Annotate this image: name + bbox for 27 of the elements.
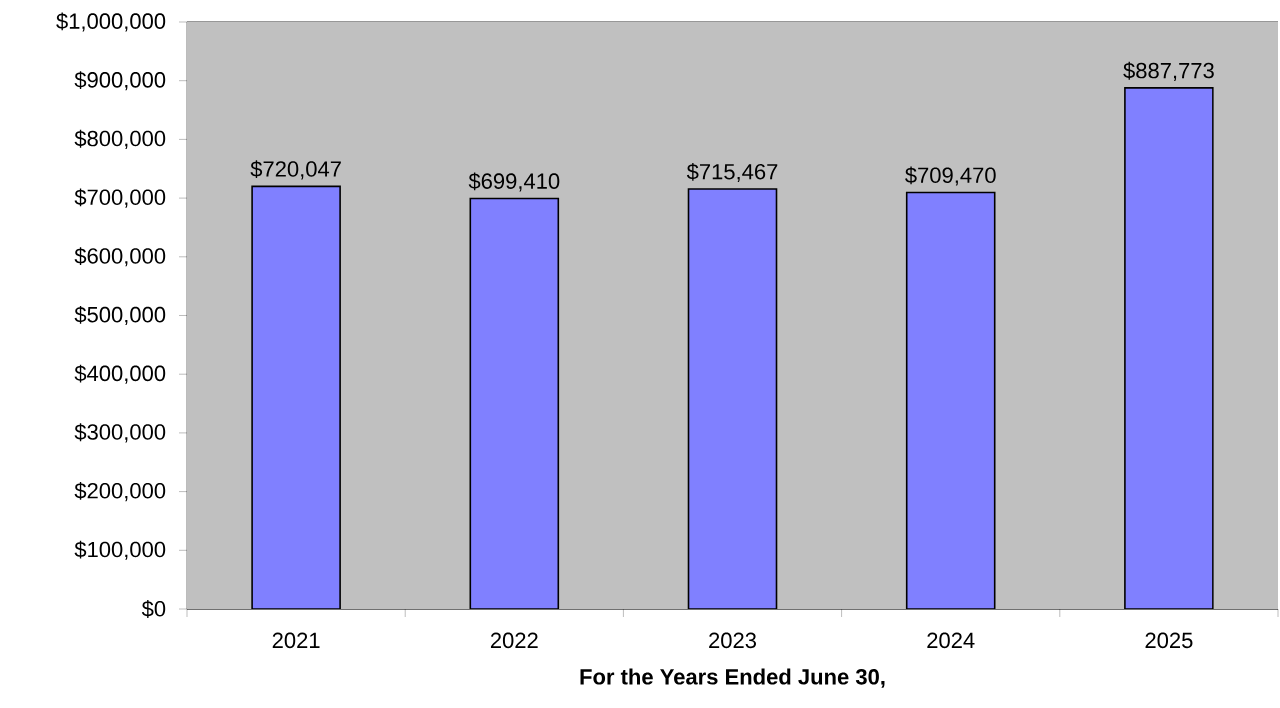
x-tick-label: 2021 — [272, 632, 320, 649]
bar — [687, 188, 778, 609]
x-tick-label: 2023 — [709, 632, 756, 649]
y-tick-label: $0 — [141, 600, 166, 618]
y-tick-label: $100,000 — [74, 540, 166, 560]
bar — [251, 185, 341, 609]
data-label: $715,467 — [686, 162, 778, 183]
x-tick-label: 2022 — [490, 632, 538, 649]
bar — [1124, 87, 1214, 609]
data-label: $699,410 — [468, 172, 560, 192]
y-tick-label: $1,000,000 — [56, 12, 166, 32]
bar — [905, 191, 996, 609]
data-label: $887,773 — [1123, 61, 1214, 81]
y-tick-label: $200,000 — [74, 482, 166, 502]
x-tick-label: 2024 — [927, 632, 975, 649]
y-tick-label: $900,000 — [74, 71, 166, 91]
x-axis-title: For the Years Ended June 30, — [580, 668, 885, 688]
x-tick-label: 2025 — [1145, 632, 1193, 649]
y-tick-label: $500,000 — [74, 305, 166, 326]
data-label: $720,047 — [250, 160, 341, 180]
y-tick-label: $300,000 — [74, 423, 166, 443]
y-tick-label: $400,000 — [74, 364, 166, 384]
y-tick-label: $600,000 — [74, 247, 166, 267]
y-tick-label: $800,000 — [74, 129, 166, 149]
y-tick-label: $700,000 — [74, 188, 166, 208]
bar — [469, 197, 560, 609]
data-label: $709,470 — [905, 166, 996, 186]
